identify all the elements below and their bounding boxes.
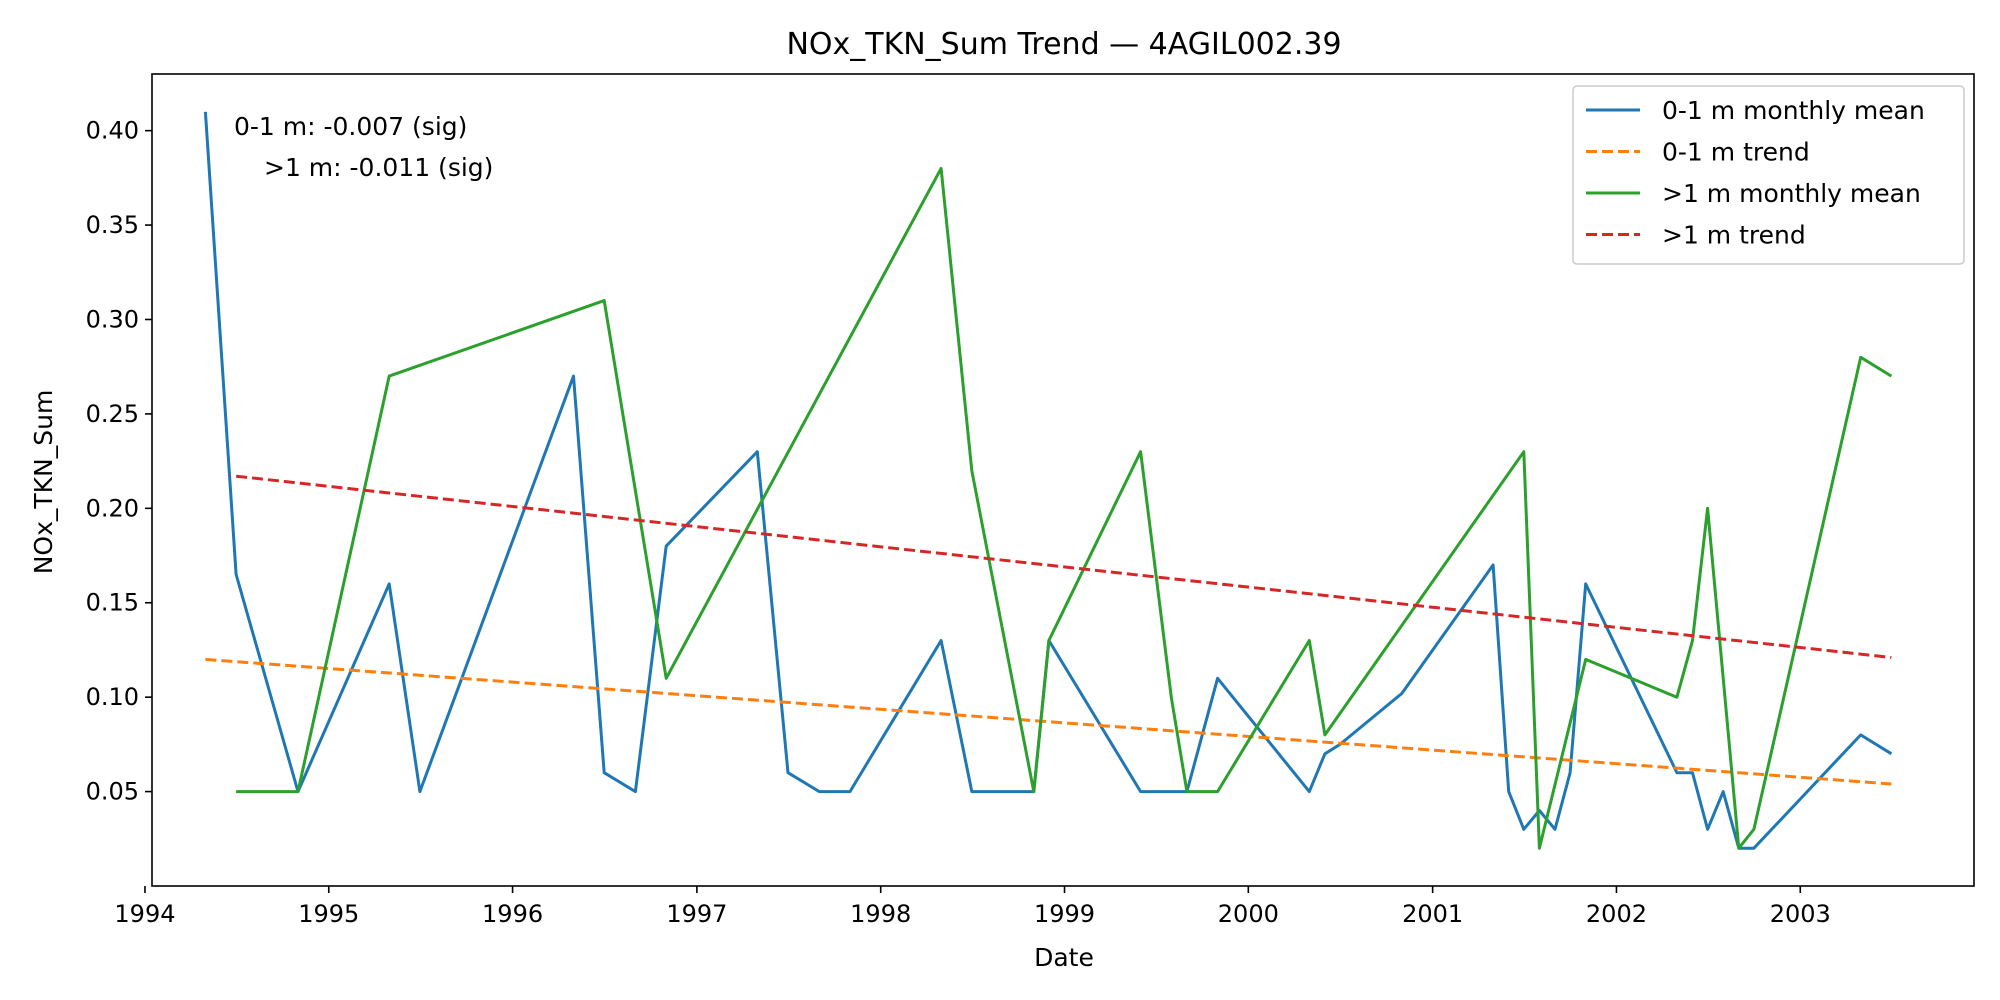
x-axis-ticks: 1994 1995 1996 1997 1998 1999 2000 2001 2002 2003 [114, 886, 1831, 928]
y-tick-label: 0.30 [86, 305, 139, 333]
y-tick-label: 0.15 [86, 589, 139, 617]
y-tick-label: 0.10 [86, 683, 139, 711]
legend-label-0-1-m-monthly-mean: 0-1 m monthly mean [1662, 96, 1925, 125]
x-axis-label: Date [1034, 943, 1094, 972]
x-tick-label: 2003 [1770, 900, 1831, 928]
x-tick-label: 1997 [666, 900, 727, 928]
plot-area-frame [151, 73, 1975, 887]
legend-label-gt1-m-trend: >1 m trend [1662, 221, 1806, 250]
y-tick-label: 0.25 [86, 400, 139, 428]
x-tick-label: 1995 [298, 900, 359, 928]
y-tick-label: 0.05 [86, 778, 139, 806]
legend: 0-1 m monthly mean 0-1 m trend >1 m monthl… [1572, 85, 1965, 265]
legend-frame [1572, 85, 1965, 265]
y-tick-label: 0.20 [86, 494, 139, 522]
x-tick-label: 1994 [114, 900, 175, 928]
y-tick-label: 0.35 [86, 211, 139, 239]
y-tick-label: 0.40 [86, 117, 139, 145]
annotation-deep-slope: >1 m: -0.011 (sig) [264, 153, 493, 182]
x-tick-label: 1998 [850, 900, 911, 928]
series-gt1-m-trend-line [235, 474, 1892, 659]
x-tick-label: 1999 [1034, 900, 1095, 928]
chart-title: NOx_TKN_Sum Trend — 4AGIL002.39 [786, 27, 1341, 62]
y-axis-ticks: 0.05 0.10 0.15 0.20 0.25 0.30 0.35 0.40 [86, 117, 152, 806]
series-0-1-m-monthly-mean-line [203, 111, 1893, 850]
legend-label-0-1-m-trend: 0-1 m trend [1662, 138, 1810, 167]
annotation-shallow-slope: 0-1 m: -0.007 (sig) [234, 112, 467, 141]
y-axis-label: NOx_TKN_Sum [29, 390, 58, 575]
legend-label-gt1-m-monthly-mean: >1 m monthly mean [1662, 179, 1921, 208]
x-tick-label: 1996 [482, 900, 543, 928]
x-tick-label: 2002 [1586, 900, 1647, 928]
x-tick-label: 2001 [1402, 900, 1463, 928]
plot-lines [203, 111, 1893, 850]
series-gt1-m-monthly-mean-line [236, 166, 1893, 850]
series-0-1-m-trend-line [205, 657, 1892, 786]
x-tick-label: 2000 [1218, 900, 1279, 928]
